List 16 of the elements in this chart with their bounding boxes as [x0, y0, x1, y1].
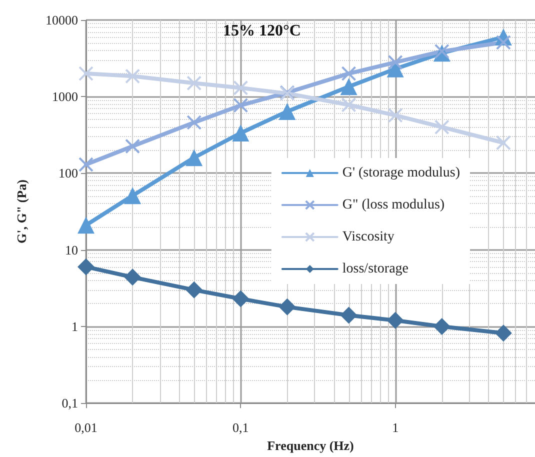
legend-label: G" (loss modulus) [342, 198, 445, 212]
x-tick-label: 0,01 [74, 420, 98, 436]
x-tick-label: 1 [392, 420, 399, 436]
y-tick-label: 0,1 [62, 396, 78, 411]
x-axis-title: Frequency (Hz) [267, 438, 354, 453]
legend-label: G' (storage modulus) [342, 166, 460, 180]
y-tick-label: 100 [58, 166, 78, 181]
y-tick-label: 10 [65, 242, 78, 258]
y-axis-title: G', G" (Pa) [14, 180, 29, 244]
y-tick-label: 10000 [46, 12, 78, 28]
legend-label: Viscosity [342, 230, 394, 244]
legend-label: loss/storage [342, 262, 408, 276]
y-tick-label: 1 [72, 318, 78, 334]
x-tick-label: 0,1 [232, 420, 249, 436]
y-tick-label: 1000 [52, 89, 78, 104]
chart-title: 15% 120°C [223, 22, 301, 40]
